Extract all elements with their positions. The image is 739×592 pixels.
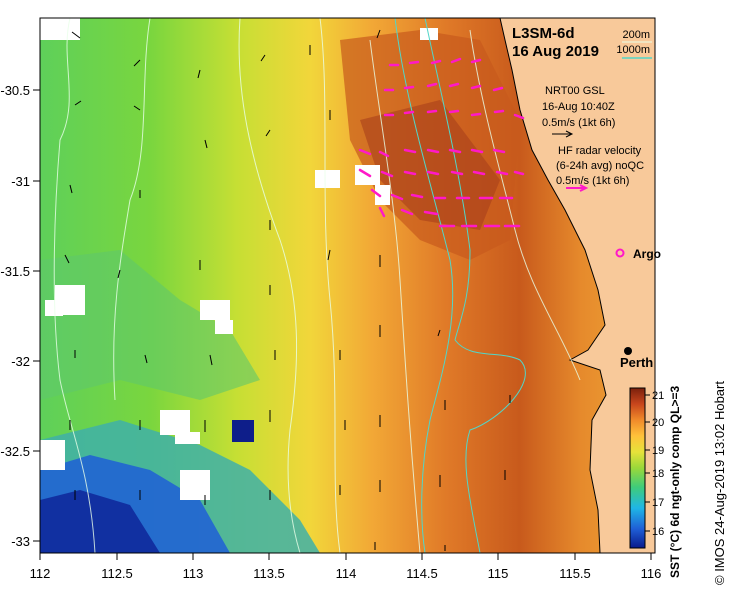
- perth-marker: [624, 347, 632, 355]
- colorbar-tick-label: 18: [652, 468, 664, 480]
- wind-title: NRT00 GSL: [545, 85, 605, 97]
- y-tick-label: -33: [11, 534, 30, 549]
- isobaths: [53, 18, 581, 553]
- radar-subtitle: (6-24h avg) noQC: [556, 160, 644, 172]
- x-tick-label: 116: [641, 566, 662, 581]
- x-tick-label: 112: [30, 566, 51, 581]
- colorbar-tick-label: 21: [652, 390, 664, 402]
- perth-label: Perth: [620, 355, 653, 370]
- colorbar-tick-label: 16: [652, 526, 664, 538]
- colorbar-tick-label: 20: [652, 417, 664, 429]
- sst-field: [40, 18, 655, 553]
- y-tick-label: -30.5: [0, 83, 30, 98]
- cloud-gaps: [40, 18, 438, 500]
- colorbar: 16 17 18 19 20 21 SST (°C) 6d ngt-only c…: [629, 386, 682, 578]
- axis-ticks: [33, 89, 652, 560]
- product-title: L3SM-6d: [512, 25, 575, 42]
- wind-time: 16-Aug 10:40Z: [542, 101, 615, 113]
- colorbar-tick-label: 19: [652, 445, 664, 457]
- land-australia: [499, 18, 655, 553]
- radar-velocity-arrows: [358, 57, 525, 228]
- y-tick-label: -31.5: [0, 264, 30, 279]
- radar-scale-arrow: [566, 184, 589, 192]
- x-tick-label: 112.5: [101, 566, 133, 581]
- radar-scale: 0.5m/s (1kt 6h): [556, 175, 629, 187]
- x-tick-label: 114: [336, 566, 357, 581]
- x-tick-label: 113.5: [253, 566, 285, 581]
- colorbar-title: SST (°C) 6d ngt-only comp QL>=3: [668, 386, 682, 578]
- y-tick-label: -31: [11, 174, 30, 189]
- x-tick-label: 115: [488, 566, 509, 581]
- y-tick-label: -32: [11, 354, 30, 369]
- wind-scale: 0.5m/s (1kt 6h): [542, 117, 615, 129]
- argo-label: Argo: [633, 247, 661, 261]
- plot-frame: [39, 17, 656, 554]
- wind-arrows: [64, 29, 511, 551]
- wind-scale-arrow: [552, 130, 574, 138]
- x-tick-label: 115.5: [559, 566, 591, 581]
- y-tick-label: -32.5: [0, 444, 30, 459]
- date-title: 16 Aug 2019: [512, 43, 599, 60]
- isobath-200-label: 200m: [622, 29, 650, 41]
- credit-line: © IMOS 24-Aug-2019 13:02 Hobart: [712, 381, 727, 585]
- x-tick-label: 114.5: [406, 566, 438, 581]
- radar-title: HF radar velocity: [558, 145, 642, 157]
- argo-float-marker: [615, 248, 625, 258]
- isobath-1000-label: 1000m: [616, 44, 650, 56]
- colorbar-tick-label: 17: [652, 497, 664, 509]
- x-tick-label: 113: [183, 566, 204, 581]
